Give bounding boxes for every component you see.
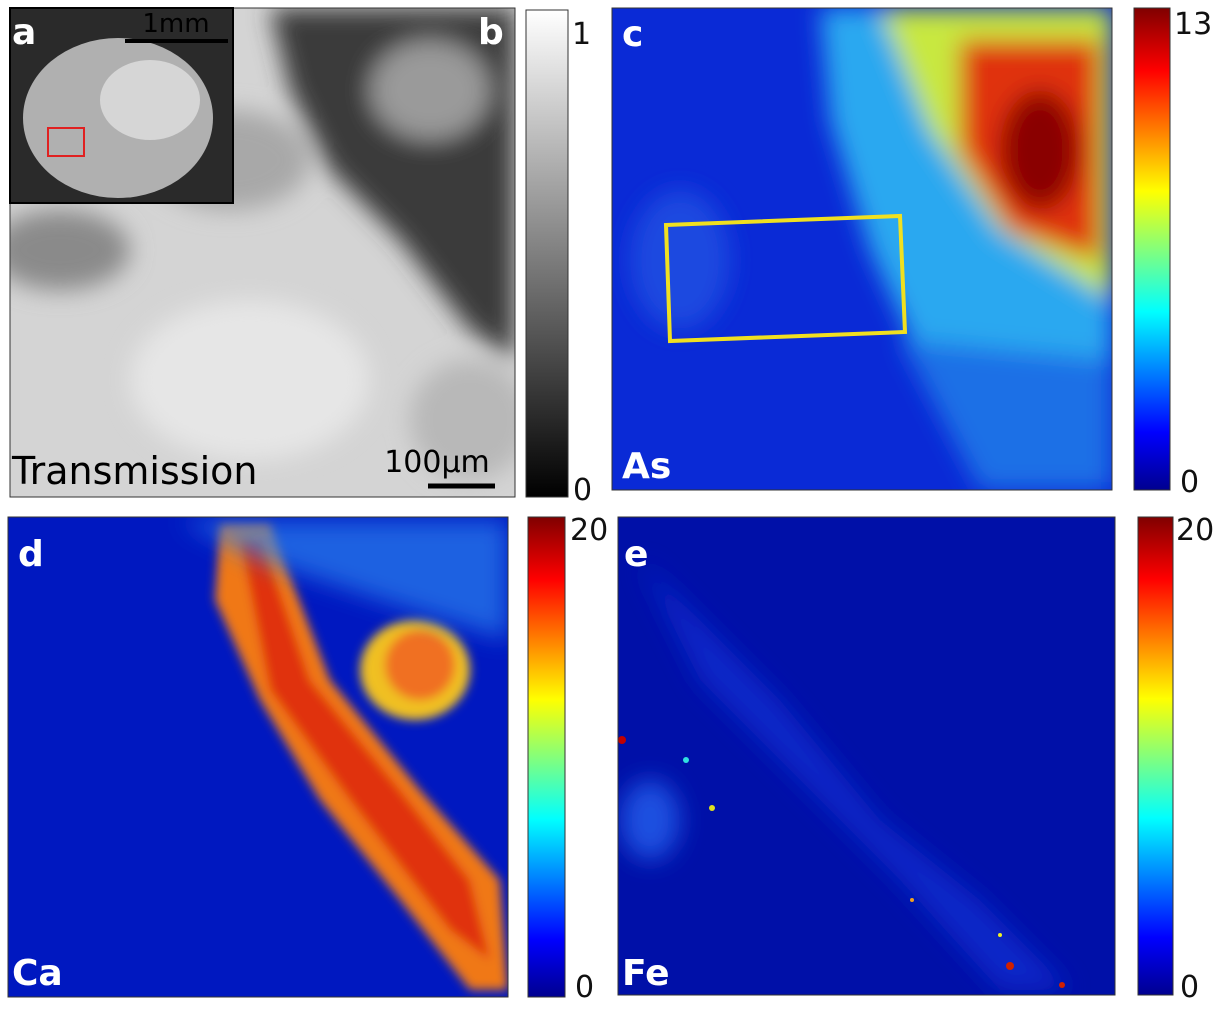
transmission-image — [10, 8, 515, 497]
panel-label: a — [12, 12, 36, 53]
ca-map — [8, 517, 508, 997]
colorbar — [1137, 516, 1174, 996]
panel-frame — [9, 7, 516, 498]
panel-frame — [7, 516, 509, 998]
element-label: As — [622, 446, 671, 487]
colorbar — [1133, 7, 1171, 491]
scale-bar-label: 100µm — [384, 445, 490, 480]
colorbar — [527, 516, 566, 998]
colorbar-max: 13 — [1174, 7, 1212, 42]
colorbar-max: 1 — [572, 17, 591, 52]
region-box — [663, 213, 908, 344]
colorbar-min: 0 — [575, 970, 594, 1005]
colorbar-min: 0 — [1180, 465, 1199, 500]
as-map — [612, 8, 1112, 490]
colorbar-min: 0 — [1180, 970, 1199, 1005]
fe-map — [618, 517, 1115, 995]
element-label: Fe — [622, 953, 670, 994]
panel-label: e — [624, 534, 648, 575]
panel-frame — [617, 516, 1116, 996]
panel-label: d — [18, 534, 44, 575]
panel-frame — [611, 7, 1113, 491]
element-label: Ca — [12, 953, 63, 994]
colorbar-max: 20 — [1176, 513, 1214, 548]
inset — [9, 7, 234, 204]
panel-label: b — [478, 12, 504, 53]
panel-label: c — [622, 14, 643, 55]
colorbar-min: 0 — [573, 473, 592, 508]
colorbar — [525, 9, 569, 498]
colorbar-max: 20 — [570, 513, 608, 548]
scale-bar-label: 1mm — [142, 9, 209, 39]
panel-title: Transmission — [11, 449, 257, 493]
